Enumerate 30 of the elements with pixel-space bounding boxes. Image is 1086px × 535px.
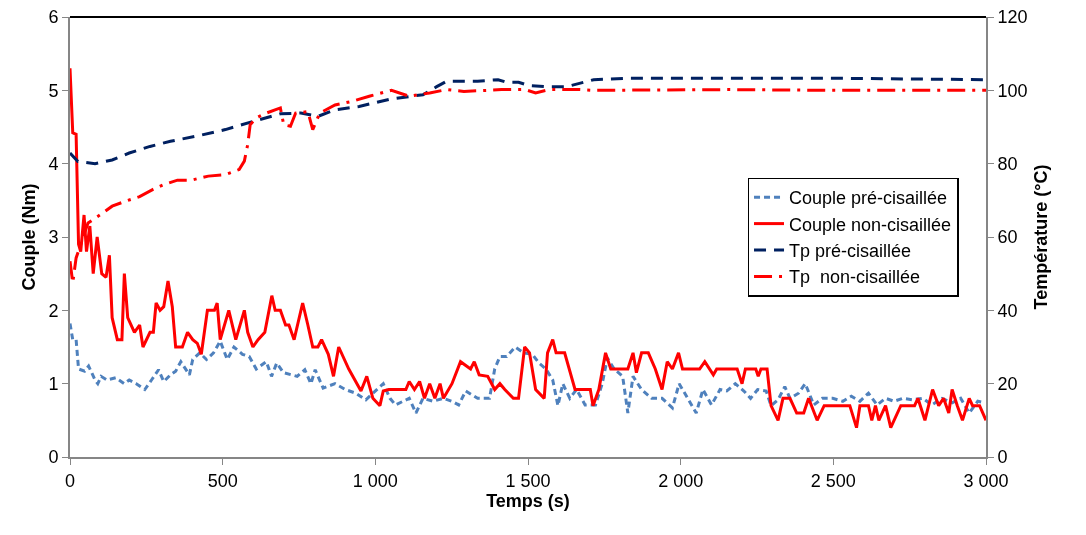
y-tick-label: 6 <box>48 7 59 28</box>
y-tick-label: 4 <box>48 153 59 174</box>
line-series <box>70 66 986 430</box>
y2-tick-label: 60 <box>997 227 1018 248</box>
legend-label: Couple non-cisaillée <box>789 214 952 235</box>
y2-tick-label: 40 <box>997 300 1018 321</box>
y2-tick-label: 0 <box>997 447 1008 468</box>
y2-tick-label: 120 <box>997 7 1028 28</box>
x-tick-label: 1 500 <box>505 470 551 491</box>
y2-axis-title: Température (°C) <box>1031 164 1052 310</box>
x-tick-label: 1 000 <box>352 470 398 491</box>
x-tick-label: 3 000 <box>963 470 1009 491</box>
y-tick-label: 0 <box>48 447 59 468</box>
y-tick-label: 2 <box>48 300 59 321</box>
line-series <box>70 76 986 166</box>
x-tick-label: 2 000 <box>658 470 704 491</box>
legend-label: Tp pré-cisaillée <box>789 241 912 262</box>
y2-tick-label: 100 <box>997 80 1028 101</box>
x-tick-label: 500 <box>207 470 238 491</box>
legend-label: Couple pré-cisaillée <box>789 188 948 209</box>
y-tick-label: 3 <box>48 227 59 248</box>
x-axis-title: Temps (s) <box>486 490 570 511</box>
legend-label: Tp non-cisaillée <box>789 267 921 288</box>
x-tick-label: 2 500 <box>810 470 856 491</box>
y2-tick-label: 80 <box>997 153 1018 174</box>
y-tick-label: 5 <box>48 80 59 101</box>
y2-tick-label: 20 <box>997 373 1018 394</box>
y-axis-title: Couple (Nm) <box>19 183 40 291</box>
y-tick-label: 1 <box>48 373 59 394</box>
x-tick-label: 0 <box>64 470 76 491</box>
